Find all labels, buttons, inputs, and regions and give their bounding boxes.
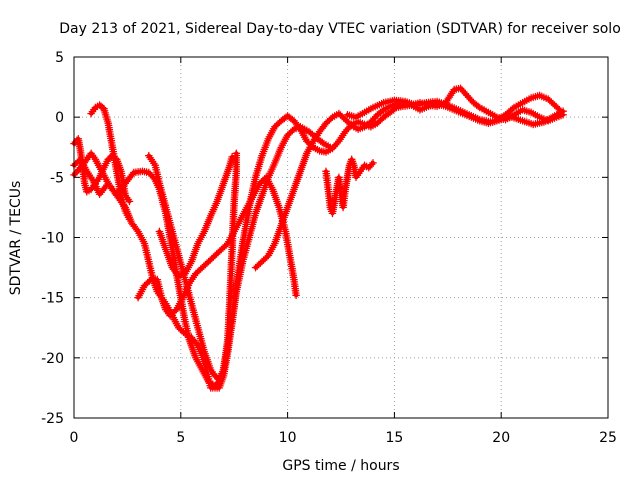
series-markers — [251, 84, 567, 272]
x-tick-label: 25 — [599, 430, 617, 446]
y-tick-label: -5 — [50, 170, 64, 186]
y-tick-label: 5 — [55, 50, 64, 66]
y-tick-label: -25 — [41, 411, 64, 427]
x-tick-label: 20 — [492, 430, 510, 446]
y-tick-labels: -25 -20 -15 -10 -5 0 5 — [41, 50, 64, 427]
series-sat-h — [251, 84, 567, 272]
y-axis-label: SDTVAR / TECUs — [8, 181, 24, 296]
series-sat-j — [343, 96, 567, 129]
series-markers — [155, 153, 236, 280]
series-sat-g — [155, 153, 236, 280]
series-sat-i — [322, 155, 377, 218]
x-axis-label: GPS time / hours — [282, 458, 399, 474]
series-markers — [87, 101, 134, 224]
series-layer — [70, 84, 567, 392]
series-markers — [144, 149, 241, 384]
x-tick-label: 10 — [279, 430, 297, 446]
x-tick-label: 5 — [176, 430, 185, 446]
x-tick-labels: 0 5 10 15 20 25 — [70, 430, 617, 446]
y-tick-label: 0 — [55, 110, 64, 126]
x-tick-label: 0 — [70, 430, 79, 446]
y-tick-label: -20 — [41, 351, 64, 367]
series-sat-f — [134, 173, 300, 320]
y-tick-label: -15 — [41, 291, 64, 307]
series-markers — [322, 155, 377, 218]
series-sat-e — [144, 149, 241, 384]
x-tick-label: 15 — [385, 430, 403, 446]
y-tick-label: -10 — [41, 231, 64, 247]
chart-title: Day 213 of 2021, Sidereal Day-to-day VTE… — [59, 21, 621, 37]
series-sat-d — [87, 101, 134, 224]
series-markers — [343, 96, 567, 129]
axis-ticks — [73, 56, 609, 419]
